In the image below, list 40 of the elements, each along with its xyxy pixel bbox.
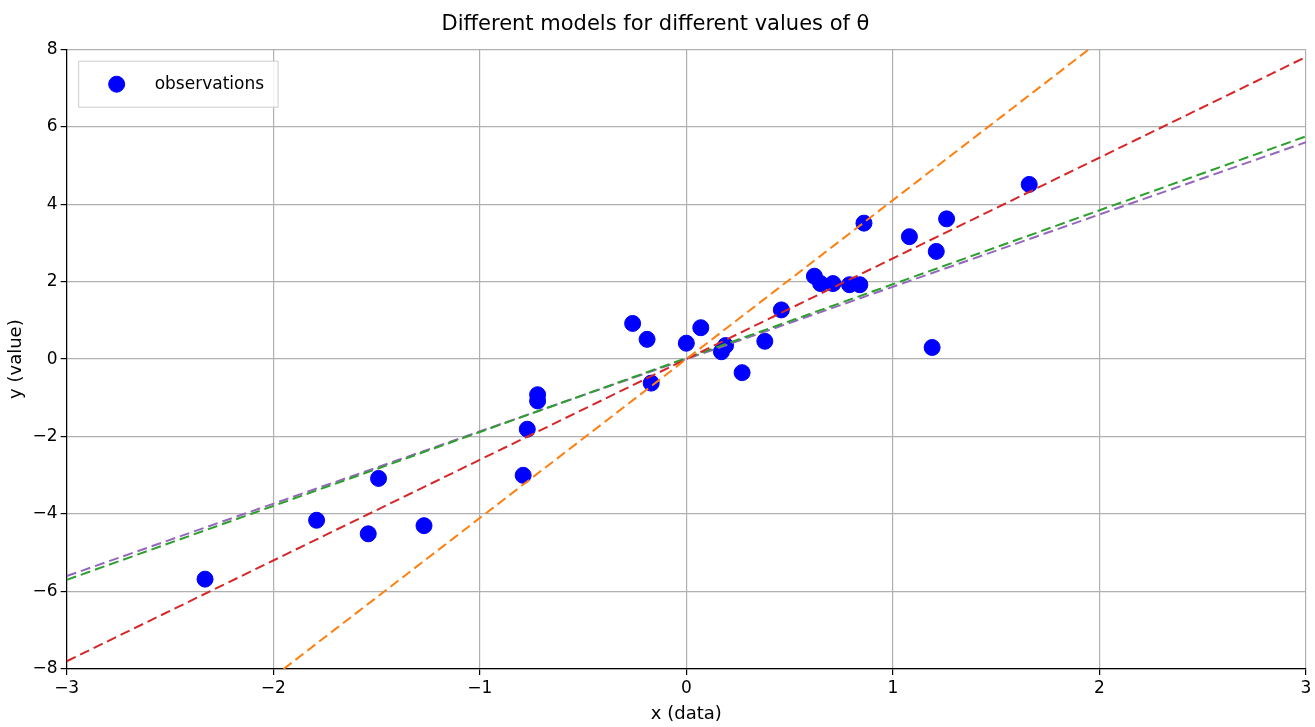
y-tick-label: −8 bbox=[32, 657, 58, 678]
point bbox=[938, 210, 956, 228]
x-tick-label: 3 bbox=[1300, 676, 1312, 697]
y-tick-label: 2 bbox=[46, 270, 58, 291]
point bbox=[733, 364, 751, 382]
x-tick-label: 1 bbox=[887, 676, 899, 697]
point bbox=[308, 511, 326, 529]
y-tick-label: 6 bbox=[46, 115, 58, 136]
x-tick-label: 0 bbox=[680, 676, 692, 697]
y-tick-label: 4 bbox=[46, 192, 58, 213]
point bbox=[638, 330, 656, 348]
point bbox=[677, 334, 695, 352]
point bbox=[415, 517, 433, 535]
legend-label: observations bbox=[154, 72, 265, 93]
point bbox=[196, 570, 214, 588]
chart-title: Different models for different values of θ bbox=[441, 11, 870, 36]
point bbox=[923, 338, 941, 356]
x-tick-label: −1 bbox=[467, 676, 493, 697]
x-axis-title: x (data) bbox=[650, 701, 722, 723]
point bbox=[514, 466, 532, 484]
point bbox=[900, 228, 918, 246]
x-tick-label: 2 bbox=[1094, 676, 1105, 697]
point bbox=[756, 332, 774, 350]
y-tick-label: 8 bbox=[46, 37, 58, 58]
x-tick-label: −2 bbox=[260, 676, 286, 697]
point bbox=[772, 301, 790, 319]
point bbox=[359, 525, 377, 543]
point bbox=[927, 242, 945, 260]
y-tick-label: −6 bbox=[32, 579, 58, 600]
point bbox=[824, 275, 842, 293]
point bbox=[370, 469, 388, 487]
point bbox=[1020, 175, 1038, 193]
y-tick-label: 0 bbox=[46, 347, 58, 368]
y-axis-title: y (value) bbox=[4, 319, 26, 399]
point bbox=[518, 420, 536, 438]
y-tick-label: −4 bbox=[32, 502, 58, 523]
x-tick-label: −3 bbox=[54, 676, 80, 697]
point bbox=[692, 319, 710, 337]
point bbox=[624, 314, 642, 332]
y-tick-label: −2 bbox=[32, 425, 58, 445]
